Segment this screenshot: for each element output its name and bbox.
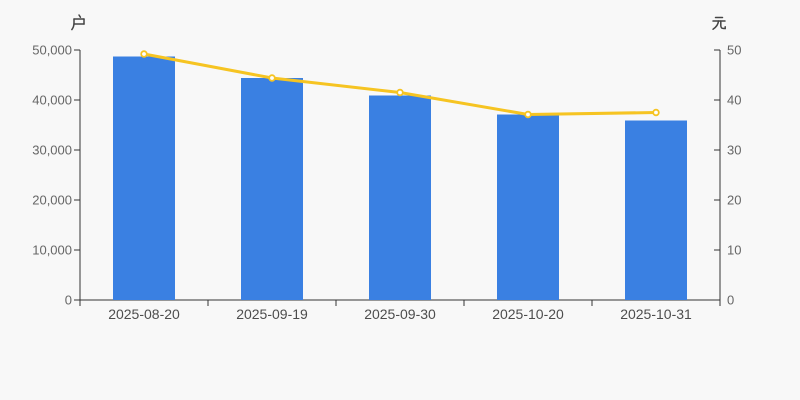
bar[interactable] [241, 78, 303, 300]
y-axis-right-tick-label: 0 [727, 293, 734, 308]
y-axis-right-tick-label: 20 [727, 193, 741, 208]
y-axis-right-tick-label: 40 [727, 93, 741, 108]
y-axis-left-tick-label: 10,000 [32, 243, 72, 258]
x-axis-tick-label: 2025-09-30 [364, 306, 436, 322]
y-axis-right-tick-label: 10 [727, 243, 741, 258]
bar[interactable] [113, 56, 175, 301]
x-axis-tick-label: 2025-09-19 [236, 306, 308, 322]
y-axis-right-tick-label: 50 [727, 43, 741, 58]
data-point-marker[interactable] [140, 50, 148, 58]
x-axis-tick-label: 2025-10-20 [492, 306, 564, 322]
y-axis-left-tick-label: 40,000 [32, 93, 72, 108]
bar[interactable] [369, 95, 431, 301]
bar[interactable] [497, 114, 559, 301]
line-markers [140, 50, 660, 119]
bar-series [113, 56, 687, 301]
data-point-marker[interactable] [396, 88, 404, 97]
x-axis-tick-label: 2025-10-31 [620, 306, 692, 322]
y-axis-right-tick-label: 30 [727, 143, 741, 158]
left-axis-unit-label [71, 14, 85, 31]
y-axis-left-tick-label: 0 [65, 293, 72, 308]
data-point-marker[interactable] [652, 108, 660, 117]
y-axis-left-tick-label: 20,000 [32, 193, 72, 208]
bar[interactable] [625, 120, 687, 301]
right-axis-unit-label [712, 16, 726, 30]
y-axis-left-tick-label: 30,000 [32, 143, 72, 158]
y-axis-left-tick-label: 50,000 [32, 43, 72, 58]
data-point-marker[interactable] [268, 74, 276, 82]
x-axis-tick-label: 2025-08-20 [108, 306, 180, 322]
data-point-marker[interactable] [524, 110, 532, 119]
